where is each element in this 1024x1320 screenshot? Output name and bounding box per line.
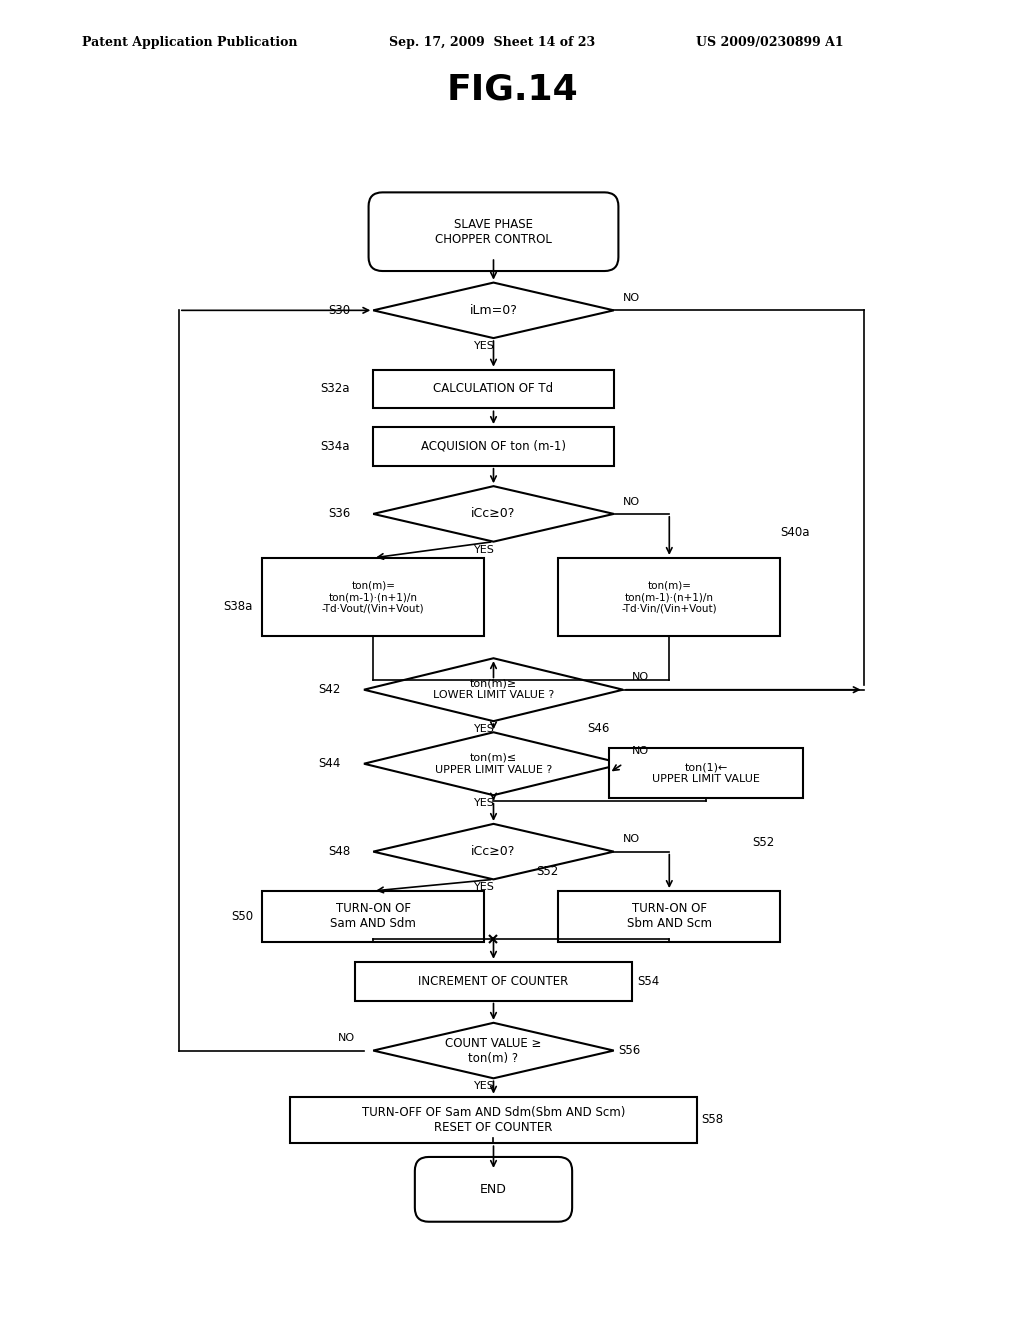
Text: SLAVE PHASE
CHOPPER CONTROL: SLAVE PHASE CHOPPER CONTROL (435, 218, 552, 246)
FancyBboxPatch shape (415, 1156, 572, 1222)
Text: S50: S50 (230, 909, 253, 923)
Text: S44: S44 (318, 758, 341, 771)
Text: S32a: S32a (321, 383, 350, 396)
Text: COUNT VALUE ≥
ton(m) ?: COUNT VALUE ≥ ton(m) ? (445, 1036, 542, 1064)
Text: Patent Application Publication: Patent Application Publication (82, 36, 297, 49)
Bar (290, 1097, 697, 1143)
Text: ACQUISION OF ton (m-1): ACQUISION OF ton (m-1) (421, 440, 566, 453)
Text: FIG.14: FIG.14 (446, 73, 578, 106)
Text: YES: YES (474, 1081, 495, 1092)
Text: iCc≥0?: iCc≥0? (471, 845, 516, 858)
Polygon shape (373, 486, 613, 541)
Text: ton(m)=
ton(m-1)·(n+1)/n
-Td·Vin/(Vin+Vout): ton(m)= ton(m-1)·(n+1)/n -Td·Vin/(Vin+Vo… (622, 581, 717, 614)
Text: S58: S58 (701, 1114, 724, 1126)
Text: S30: S30 (328, 304, 350, 317)
Polygon shape (364, 733, 623, 795)
Text: S54: S54 (637, 974, 659, 987)
Text: NO: NO (632, 747, 649, 756)
Text: US 2009/0230899 A1: US 2009/0230899 A1 (696, 36, 844, 49)
Text: YES: YES (474, 725, 495, 734)
Text: S42: S42 (318, 684, 341, 696)
Text: Sep. 17, 2009  Sheet 14 of 23: Sep. 17, 2009 Sheet 14 of 23 (389, 36, 595, 49)
Text: NO: NO (623, 496, 640, 507)
Text: S48: S48 (328, 845, 350, 858)
Text: S38a: S38a (223, 599, 253, 612)
Text: NO: NO (623, 293, 640, 304)
Text: NO: NO (338, 1034, 354, 1043)
Bar (373, 370, 613, 408)
Bar (609, 747, 804, 799)
Text: YES: YES (474, 799, 495, 808)
Text: ton(1)←
UPPER LIMIT VALUE: ton(1)← UPPER LIMIT VALUE (652, 762, 760, 784)
Polygon shape (373, 282, 613, 338)
Bar (354, 962, 632, 1001)
Text: NO: NO (623, 834, 640, 845)
Text: TURN-ON OF
Sbm AND Scm: TURN-ON OF Sbm AND Scm (627, 903, 712, 931)
Polygon shape (364, 659, 623, 721)
Text: S56: S56 (618, 1044, 641, 1057)
Bar (262, 891, 484, 942)
Text: YES: YES (474, 341, 495, 351)
Text: S52: S52 (536, 866, 558, 879)
FancyBboxPatch shape (369, 193, 618, 271)
Text: S34a: S34a (321, 440, 350, 453)
Text: END: END (480, 1183, 507, 1196)
Text: ton(m)≥
LOWER LIMIT VALUE ?: ton(m)≥ LOWER LIMIT VALUE ? (433, 678, 554, 701)
Text: S40a: S40a (780, 525, 810, 539)
Text: S46: S46 (587, 722, 609, 735)
Text: YES: YES (474, 545, 495, 554)
Text: NO: NO (632, 672, 649, 682)
Text: S52: S52 (753, 836, 775, 849)
Text: TURN-OFF OF Sam AND Sdm(Sbm AND Scm)
RESET OF COUNTER: TURN-OFF OF Sam AND Sdm(Sbm AND Scm) RES… (361, 1106, 626, 1134)
Bar (558, 558, 780, 636)
Text: ton(m)≤
UPPER LIMIT VALUE ?: ton(m)≤ UPPER LIMIT VALUE ? (435, 752, 552, 775)
Text: iLm=0?: iLm=0? (470, 304, 517, 317)
Bar (262, 558, 484, 636)
Text: S36: S36 (328, 507, 350, 520)
Text: iCc≥0?: iCc≥0? (471, 507, 516, 520)
Polygon shape (373, 1023, 613, 1078)
Polygon shape (373, 824, 613, 879)
Text: CALCULATION OF Td: CALCULATION OF Td (433, 383, 554, 396)
Text: ton(m)=
ton(m-1)·(n+1)/n
-Td·Vout/(Vin+Vout): ton(m)= ton(m-1)·(n+1)/n -Td·Vout/(Vin+V… (322, 581, 425, 614)
Bar (373, 426, 613, 466)
Text: YES: YES (474, 883, 495, 892)
Text: TURN-ON OF
Sam AND Sdm: TURN-ON OF Sam AND Sdm (331, 903, 416, 931)
Bar (558, 891, 780, 942)
Text: INCREMENT OF COUNTER: INCREMENT OF COUNTER (419, 974, 568, 987)
